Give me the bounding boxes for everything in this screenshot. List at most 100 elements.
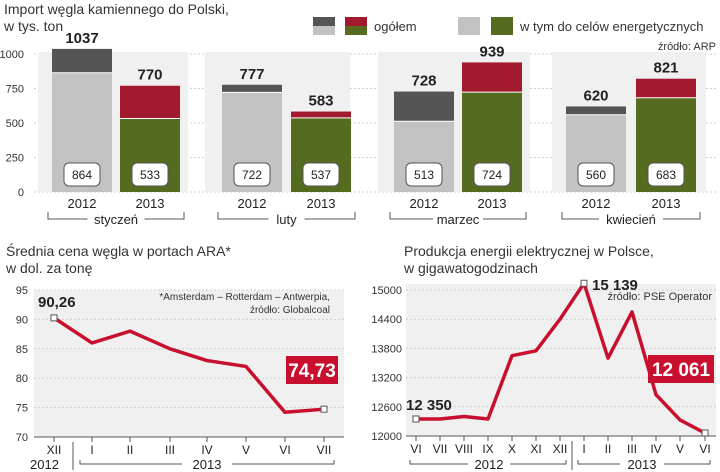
data-point (607, 357, 609, 359)
y-tick-label: 13800 (371, 343, 402, 355)
month-bracket (561, 212, 701, 220)
legend-swatch-energy-2013 (345, 26, 367, 35)
bar-total-2012 (566, 106, 626, 115)
data-point (463, 416, 465, 418)
x-year-label: 2012 (582, 196, 611, 211)
legend-swatch-energy-2012 (313, 26, 335, 35)
bar-value-box (647, 162, 685, 187)
bar-value-box (577, 162, 615, 187)
month-bracket (217, 212, 356, 220)
y-tick-label: 250 (6, 153, 24, 165)
legend-label-total: ogółem (374, 19, 417, 34)
data-point (559, 318, 561, 320)
first-value-label: 90,26 (38, 294, 76, 311)
bar-value-total-2013: 821 (653, 60, 678, 77)
x-tick-label: V (676, 442, 684, 456)
bar-value-total-2013: 770 (137, 67, 162, 84)
x-tick-label: III (165, 443, 175, 457)
x-month-label: luty (276, 212, 297, 227)
last-value-box (286, 356, 338, 384)
x-tick-label: XII (47, 443, 62, 457)
max-marker (580, 279, 588, 287)
data-point (487, 418, 489, 420)
x-year-label: 2012 (475, 457, 504, 472)
y-tick-label: 85 (16, 344, 28, 356)
bar-value-total-2012: 620 (583, 87, 608, 104)
bar-total-2012 (394, 91, 454, 122)
data-point (206, 360, 208, 362)
data-point (169, 348, 171, 350)
chart-title: Produkcja energii elektrycznej w Polsce, (404, 243, 654, 259)
x-tick-label: V (242, 443, 250, 457)
x-tick-label: I (90, 443, 93, 457)
x-tick-label: IV (201, 443, 212, 457)
legend-swatch-total-2012 (313, 17, 335, 26)
end-marker (320, 405, 328, 413)
chart-note-line2: źródło: Globalcoal (250, 305, 330, 316)
y-tick-label: 0 (18, 187, 24, 199)
x-tick-label: II (127, 443, 134, 457)
data-point (129, 330, 131, 332)
x-tick-label: X (508, 442, 516, 456)
last-value-label: 74,73 (288, 361, 336, 382)
y-tick-label: 14400 (371, 314, 402, 326)
x-year-label: 2013 (307, 196, 336, 211)
chart-title: Średnia cena węgla w portach ARA* (6, 242, 231, 259)
legend-swatch-total-2013 (345, 17, 367, 26)
last-value-label: 12 061 (652, 360, 711, 381)
bar-value-energy-2013: 533 (140, 168, 160, 182)
bar-value-total-2012: 777 (239, 66, 264, 83)
x-year-label: 2013 (193, 457, 222, 472)
start-marker (50, 314, 58, 322)
chart-subtitle: w dol. za tonę (5, 260, 93, 276)
y-tick-label: 1000 (0, 49, 24, 61)
x-month-label: kwiecień (606, 212, 656, 227)
bar-total-2012 (222, 84, 282, 93)
x-year-label: 2013 (652, 196, 681, 211)
bar-value-total-2013: 583 (308, 93, 333, 110)
x-month-label: styczeń (94, 212, 138, 227)
month-bracket (389, 212, 527, 220)
x-year-label: 2013 (478, 196, 507, 211)
bar-value-box (302, 162, 340, 187)
x-tick-label: II (605, 442, 612, 456)
y-tick-label: 80 (16, 373, 28, 385)
bar-value-energy-2012: 864 (72, 168, 92, 182)
x-tick-label: XII (553, 442, 568, 456)
y-tick-label: 12600 (371, 402, 402, 414)
bar-value-total-2012: 1037 (65, 30, 98, 47)
x-tick-label: VI (410, 442, 421, 456)
year-bracket (409, 460, 567, 465)
y-tick-label: 95 (16, 285, 28, 297)
bar-total-2013 (291, 111, 351, 118)
bar-value-box (63, 162, 101, 187)
bar-total-2012 (52, 48, 112, 73)
max-value-label: 15 139 (592, 277, 638, 294)
y-tick-label: 75 (16, 403, 28, 415)
bar-value-box (405, 162, 443, 187)
bar-value-box (473, 162, 511, 187)
chart-source: źródło: ARP (658, 41, 716, 53)
bar-total-2013 (636, 78, 696, 98)
legend-swatch-energy-2012-b (458, 17, 480, 35)
data-point (245, 365, 247, 367)
bar-value-box (131, 162, 169, 187)
x-tick-label: XI (530, 442, 541, 456)
legend-label-energy: w tym do celów energetycznych (519, 19, 704, 34)
x-year-label: 2012 (30, 457, 59, 472)
y-tick-label: 90 (16, 314, 28, 326)
data-point (91, 342, 93, 344)
x-tick-label: VII (433, 442, 448, 456)
y-tick-label: 500 (6, 118, 24, 130)
bar-value-energy-2012: 560 (586, 168, 606, 182)
x-tick-label: III (627, 442, 637, 456)
bar-value-energy-2012: 513 (414, 168, 434, 182)
start-marker (412, 415, 420, 423)
year-bracket (577, 460, 711, 465)
x-year-label: 2012 (238, 196, 267, 211)
end-marker (701, 429, 709, 437)
y-tick-label: 12000 (371, 431, 402, 443)
chart-subtitle: w gigawatogodzinach (403, 260, 538, 276)
